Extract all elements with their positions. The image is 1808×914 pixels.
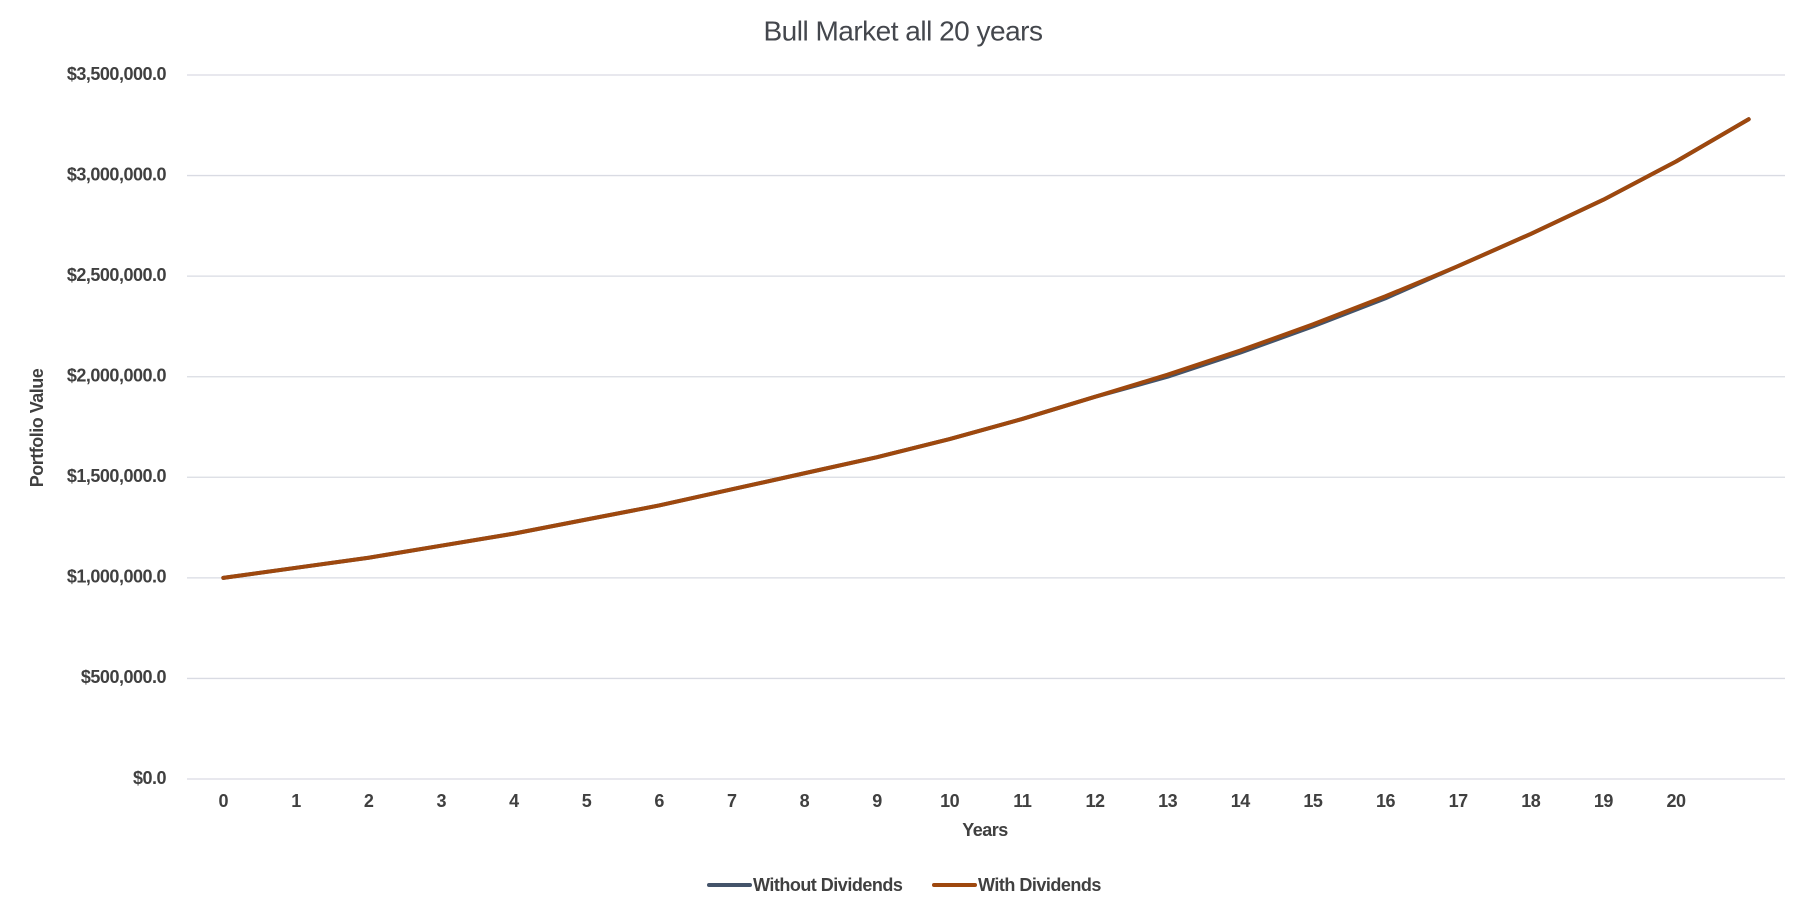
y-tick-label: $0.0 xyxy=(133,768,167,788)
x-tick-label: 0 xyxy=(219,791,229,811)
x-tick-label: 19 xyxy=(1594,791,1614,811)
x-tick-label: 13 xyxy=(1158,791,1178,811)
y-tick-label: $500,000.0 xyxy=(81,667,167,687)
y-tick-label: $3,500,000.0 xyxy=(67,64,167,84)
legend-label: Without Dividends xyxy=(753,875,903,895)
chart-title: Bull Market all 20 years xyxy=(763,15,1042,46)
x-tick-label: 18 xyxy=(1521,791,1541,811)
x-tick-label: 5 xyxy=(582,791,592,811)
x-tick-label: 15 xyxy=(1303,791,1323,811)
y-tick-label: $1,000,000.0 xyxy=(67,567,167,587)
line-series xyxy=(221,117,1751,580)
x-tick-label: 9 xyxy=(872,791,882,811)
x-tick-label: 1 xyxy=(291,791,301,811)
x-tick-label: 7 xyxy=(727,791,737,811)
y-tick-label: $3,000,000.0 xyxy=(67,164,167,184)
x-tick-label: 4 xyxy=(509,791,519,811)
x-tick-label: 10 xyxy=(940,791,960,811)
x-tick-label: 11 xyxy=(1013,791,1032,811)
x-tick-label: 17 xyxy=(1449,791,1469,811)
y-tick-label: $1,500,000.0 xyxy=(67,466,167,486)
y-tick-label: $2,500,000.0 xyxy=(67,265,167,285)
line-series xyxy=(221,117,1751,580)
x-tick-label: 6 xyxy=(654,791,664,811)
x-tick-label: 12 xyxy=(1085,791,1105,811)
legend-label: With Dividends xyxy=(978,875,1101,895)
x-tick-label: 14 xyxy=(1231,791,1251,811)
x-tick-label: 3 xyxy=(436,791,446,811)
y-axis-title: Portfolio Value xyxy=(27,368,47,487)
x-tick-label: 16 xyxy=(1376,791,1396,811)
x-tick-label: 20 xyxy=(1667,791,1687,811)
y-tick-label: $2,000,000.0 xyxy=(67,365,167,385)
x-axis-title: Years xyxy=(962,820,1008,840)
x-tick-label: 8 xyxy=(800,791,810,811)
x-tick-label: 2 xyxy=(364,791,374,811)
